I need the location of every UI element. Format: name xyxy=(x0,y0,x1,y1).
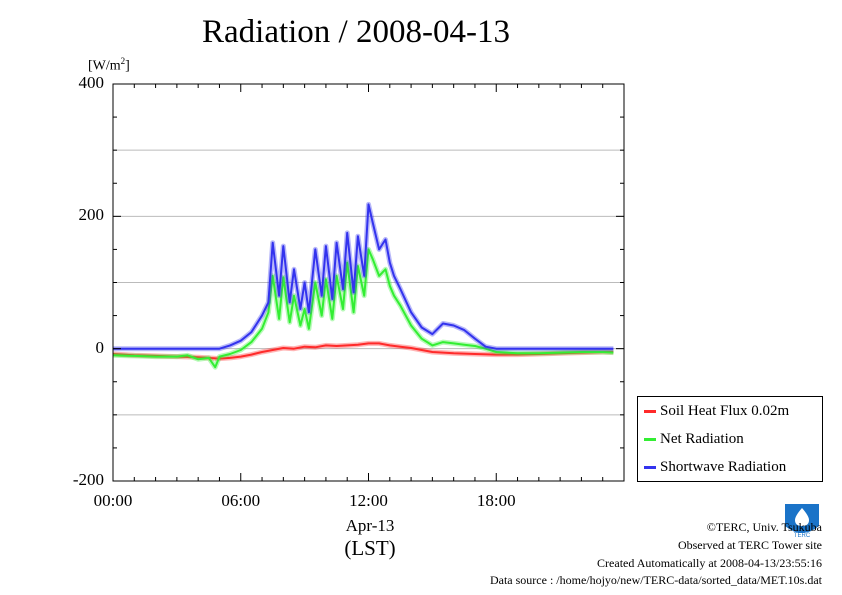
y-axis-label: [W/m2] xyxy=(88,56,130,75)
series-line-glow-2 xyxy=(113,201,614,352)
footer-source: Data source : /home/hojyo/new/TERC-data/… xyxy=(489,573,822,587)
legend-swatch-net-radiation xyxy=(644,437,656,441)
y-axis-label-suffix: ] xyxy=(125,58,130,74)
y-axis-label-sup: 2 xyxy=(120,56,126,66)
legend-item-soil-heat-flux: Soil Heat Flux 0.02m xyxy=(644,401,789,421)
y-tick-label: 0 xyxy=(95,337,105,357)
terc-logo-icon: TERC xyxy=(785,504,819,539)
footer-created: Created Automatically at 2008-04-13/23:5… xyxy=(597,556,822,570)
logo-text: TERC xyxy=(794,533,811,539)
legend-label-net-radiation: Net Radiation xyxy=(660,430,744,447)
x-tick-label: 00:00 xyxy=(93,491,133,510)
chart-title: Radiation / 2008-04-13 xyxy=(202,14,510,50)
series-lines xyxy=(112,201,614,370)
grid-lines xyxy=(113,149,624,416)
series-line-1 xyxy=(112,248,614,369)
x-tick-label: 06:00 xyxy=(221,491,261,510)
legend-item-shortwave-radiation: Shortwave Radiation xyxy=(644,457,786,477)
axis-ticks xyxy=(112,83,625,482)
x-tick-label: 18:00 xyxy=(476,491,516,510)
legend-swatch-shortwave-radiation xyxy=(644,465,656,469)
x-unit-label: (LST) xyxy=(344,536,396,560)
y-tick-label: 400 xyxy=(78,73,105,92)
legend: Soil Heat Flux 0.02m Net Radiation Short… xyxy=(637,396,823,482)
footer-observed: Observed at TERC Tower site xyxy=(677,538,822,552)
legend-label-shortwave-radiation: Shortwave Radiation xyxy=(660,458,787,475)
x-tick-label: 12:00 xyxy=(349,491,388,510)
y-tick-label: -200 xyxy=(72,470,104,489)
y-axis-label-prefix: [W/m xyxy=(88,58,121,74)
x-date-label: Apr-13 xyxy=(345,516,395,535)
series-line-2 xyxy=(113,203,614,350)
legend-swatch-soil-heat-flux xyxy=(644,409,656,413)
y-tick-label: 200 xyxy=(78,205,105,225)
series-line-0 xyxy=(112,342,614,360)
legend-label-soil-heat-flux: Soil Heat Flux 0.02m xyxy=(660,402,790,419)
footer-copyright: ©TERC, Univ. Tsukuba xyxy=(706,520,822,534)
legend-item-net-radiation: Net Radiation xyxy=(644,429,744,449)
